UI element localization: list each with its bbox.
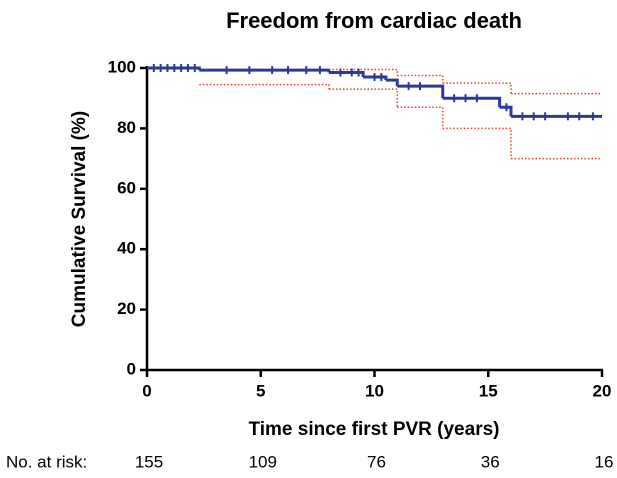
at-risk-value: 36: [481, 452, 500, 471]
ci-step: [442, 127, 512, 159]
x-axis-title: Time since first PVR (years): [249, 419, 500, 440]
x-tick-label: 5: [256, 381, 265, 400]
y-tick-label: 20: [117, 299, 136, 318]
y-tick-label: 60: [117, 178, 136, 197]
at-risk-label: No. at risk:: [6, 452, 87, 471]
y-axis-title: Cumulative Survival (%): [69, 111, 90, 327]
ci-step: [199, 83, 330, 90]
survival-step: [499, 105, 513, 117]
survival-step: [397, 84, 445, 99]
x-tick-label: 0: [142, 381, 151, 400]
survival-step: [442, 96, 502, 108]
x-tick-label: 15: [479, 381, 498, 400]
at-risk-value: 16: [595, 452, 614, 471]
y-tick-label: 40: [117, 239, 136, 258]
survival-step: [147, 66, 201, 71]
survival-step: [385, 78, 399, 87]
ci-step: [397, 74, 444, 84]
ci-step: [442, 82, 512, 94]
x-tick-label: 10: [365, 381, 384, 400]
at-risk-value: 109: [249, 452, 277, 471]
x-tick-label: 20: [593, 381, 612, 400]
at-risk-value: 76: [367, 452, 386, 471]
y-tick-label: 80: [117, 118, 136, 137]
y-tick-label: 0: [127, 359, 136, 378]
chart-title: Freedom from cardiac death: [226, 8, 522, 33]
ci-step: [397, 106, 444, 129]
at-risk-value: 155: [135, 452, 163, 471]
survival-step: [199, 68, 331, 73]
y-tick-label: 100: [108, 57, 136, 76]
ci-step: [329, 88, 398, 108]
